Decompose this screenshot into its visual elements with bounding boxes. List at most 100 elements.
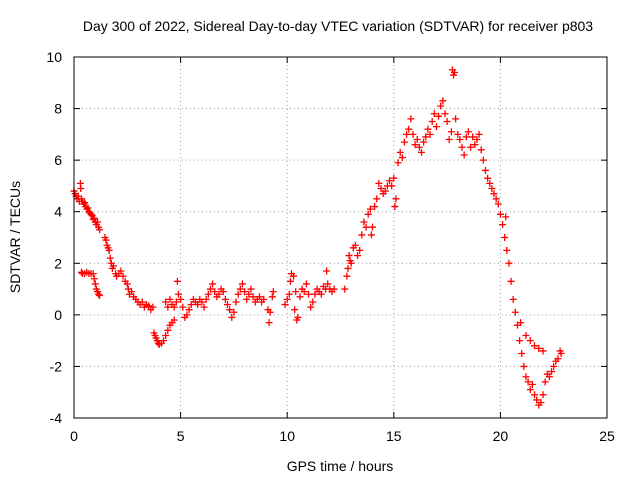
y-tick-label: 4 (54, 204, 62, 220)
data-point (294, 313, 302, 321)
data-point (390, 174, 398, 182)
data-point (548, 368, 556, 376)
data-point (516, 337, 524, 345)
data-point (388, 182, 396, 190)
data-point (396, 148, 404, 156)
data-point (477, 146, 485, 154)
data-point (128, 288, 136, 296)
data-point (164, 326, 172, 334)
data-point (174, 290, 182, 298)
data-point (228, 313, 236, 321)
data-point (494, 200, 502, 208)
data-point (243, 295, 251, 303)
data-point (490, 190, 498, 198)
data-point (173, 277, 181, 285)
data-point (170, 303, 178, 311)
data-point (479, 156, 487, 164)
data-point (435, 112, 443, 120)
data-point (528, 380, 536, 388)
data-point (198, 298, 206, 306)
data-point (96, 226, 104, 234)
data-point (418, 148, 426, 156)
data-point (531, 391, 539, 399)
data-point (471, 141, 479, 149)
data-point (307, 303, 315, 311)
data-point (266, 308, 274, 316)
data-point (241, 288, 249, 296)
data-point (462, 133, 470, 141)
data-point (183, 311, 191, 319)
data-point (305, 290, 313, 298)
data-point (292, 288, 300, 296)
data-point (452, 115, 460, 123)
data-point (247, 285, 255, 293)
data-point (518, 350, 526, 358)
data-point (541, 378, 549, 386)
data-point (245, 290, 253, 298)
data-point (422, 133, 430, 141)
data-point (221, 295, 229, 303)
data-point (392, 195, 400, 203)
data-point (367, 231, 375, 239)
data-point (460, 151, 468, 159)
data-point (522, 331, 530, 339)
data-point (211, 288, 219, 296)
data-point (166, 295, 174, 303)
data-point (296, 293, 304, 301)
data-point (447, 128, 455, 136)
data-point (269, 288, 277, 296)
data-point (373, 195, 381, 203)
data-point (432, 123, 440, 131)
data-point (260, 295, 268, 303)
data-point (430, 110, 438, 118)
data-point (354, 252, 362, 260)
data-point (458, 143, 466, 151)
data-point (187, 301, 195, 309)
data-point (93, 218, 101, 226)
data-point (81, 199, 89, 207)
data-point (164, 303, 172, 311)
grid-lines (74, 57, 607, 418)
data-point (351, 241, 359, 249)
data-point (87, 210, 95, 218)
data-point (405, 125, 413, 133)
x-tick-label: 5 (177, 428, 185, 444)
data-point (381, 187, 389, 195)
data-point (324, 280, 332, 288)
y-tick-label: 8 (54, 101, 62, 117)
data-point (149, 303, 157, 311)
data-point (105, 246, 113, 254)
data-point (492, 195, 500, 203)
data-point (95, 290, 103, 298)
data-point (484, 174, 492, 182)
data-point (117, 267, 125, 275)
data-point (236, 285, 244, 293)
data-point (531, 342, 539, 350)
data-point (517, 319, 525, 327)
y-tick-label: 2 (54, 255, 62, 271)
data-point (345, 252, 353, 260)
y-axis-label: SDTVAR / TECUs (7, 181, 23, 293)
data-point (255, 293, 263, 301)
data-point (377, 185, 385, 193)
data-point (501, 234, 509, 241)
x-tick-label: 20 (493, 428, 509, 444)
data-point (219, 288, 227, 296)
data-point (535, 344, 543, 352)
data-point (507, 277, 515, 285)
data-point (511, 308, 519, 316)
data-point (413, 136, 421, 144)
y-tick-label: 10 (46, 49, 62, 65)
data-point (283, 295, 291, 303)
data-point (505, 259, 513, 267)
data-point (533, 396, 541, 404)
data-point (209, 280, 217, 288)
data-point (475, 130, 483, 138)
data-point (451, 68, 459, 76)
data-point (170, 316, 178, 324)
x-tick-label: 15 (386, 428, 402, 444)
data-point (84, 204, 92, 212)
data-point (467, 143, 475, 151)
data-point (360, 218, 368, 226)
data-point (162, 331, 170, 339)
